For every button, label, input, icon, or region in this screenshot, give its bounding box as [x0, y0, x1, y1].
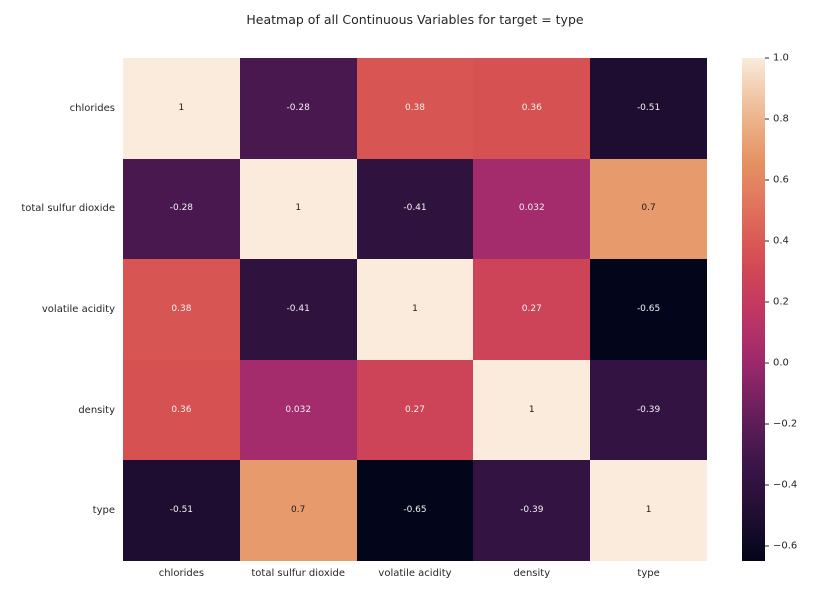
- cell-value: -0.39: [520, 505, 544, 516]
- x-axis-tick-label: density: [513, 568, 551, 579]
- heatmap-cell: -0.65: [356, 460, 474, 561]
- colorbar-tick: 1.0: [765, 53, 789, 64]
- cell-value: -0.28: [286, 102, 310, 113]
- cell-value: 0.38: [171, 303, 192, 314]
- cell-value: -0.41: [286, 303, 310, 314]
- row-labels: chlorides total sulfur dioxide volatile ac…: [0, 58, 115, 561]
- y-axis-tick-label: density: [78, 404, 115, 416]
- colorbar-tick-label: 0.4: [773, 235, 789, 247]
- heatmap-cell: 0.38: [123, 259, 240, 360]
- heatmap-cell: 0.032: [473, 158, 591, 260]
- cell-value: -0.65: [636, 303, 661, 314]
- heatmap-cell: -0.28: [239, 58, 357, 159]
- colorbar-tick: −0.4: [765, 479, 797, 490]
- heatmap-cell: 0.7: [239, 460, 357, 561]
- colorbar-tick: −0.6: [765, 540, 797, 551]
- colorbar-tick-label: 0.2: [773, 296, 789, 308]
- y-axis-tick-label: total sulfur dioxide: [21, 203, 115, 215]
- cell-value: 0.27: [521, 303, 542, 314]
- y-axis-tick-label: volatile acidity: [41, 303, 115, 315]
- colorbar-tick-mark: [765, 423, 769, 425]
- colorbar-tick: 0.4: [765, 235, 789, 246]
- colorbar-tick-label: 0.0: [773, 357, 789, 369]
- colorbar-tick: −0.2: [765, 418, 797, 429]
- cell-value: 0.032: [285, 404, 312, 415]
- cell-value: -0.65: [403, 505, 427, 516]
- cell-value: 0.36: [521, 102, 542, 113]
- colorbar-tick-mark: [765, 118, 769, 120]
- colorbar-tick-label: −0.4: [773, 479, 798, 491]
- colorbar-tick-label: −0.6: [773, 540, 798, 552]
- cell-value: 1: [295, 203, 302, 214]
- colorbar-tick-label: 0.8: [773, 113, 789, 125]
- cell-value: 0.032: [518, 203, 545, 214]
- heatmap-cell: 0.27: [356, 359, 474, 461]
- x-axis-tick-label: total sulfur dioxide: [251, 568, 346, 579]
- colorbar-tick: 0.8: [765, 113, 789, 124]
- heatmap-cell: 0.032: [239, 359, 357, 461]
- heatmap-cell: 0.38: [356, 58, 474, 159]
- heatmap-cell: 1: [473, 359, 591, 461]
- cell-value: 0.7: [641, 203, 656, 214]
- colorbar-tick-mark: [765, 57, 769, 59]
- cell-value: -0.51: [636, 102, 661, 113]
- colorbar-tick-mark: [765, 484, 769, 486]
- colorbar-tick-label: 0.6: [773, 174, 789, 186]
- heatmap-cell: -0.39: [473, 460, 591, 561]
- heatmap-cell: -0.51: [123, 460, 240, 561]
- colorbar-tick: 0.2: [765, 296, 789, 307]
- heatmap-cell: 1: [239, 158, 357, 260]
- cell-value: 0.36: [171, 404, 192, 415]
- colorbar-tick-label: −0.2: [773, 418, 798, 430]
- colorbar-tick: 0.6: [765, 174, 789, 185]
- heatmap-cell: -0.41: [239, 259, 357, 360]
- x-axis-tick-label: chlorides: [158, 568, 205, 579]
- colorbar-tick-mark: [765, 179, 769, 181]
- heatmap-cell: -0.51: [590, 58, 707, 159]
- colorbar-gradient: [742, 58, 765, 561]
- cell-value: -0.41: [403, 203, 427, 214]
- y-axis-tick-label: type: [92, 505, 115, 517]
- chart-title: Heatmap of all Continuous Variables for …: [246, 12, 584, 27]
- cell-value: 1: [645, 505, 652, 516]
- colorbar-tick-mark: [765, 301, 769, 303]
- heatmap-cell: -0.39: [590, 359, 707, 461]
- colorbar-ticks: 1.0 0.8 0.6 0.4 0.2 0.0 −0.2 −0.4 −0.6: [765, 53, 824, 561]
- heatmap-cell: 0.36: [473, 58, 591, 159]
- cell-value: 1: [412, 303, 418, 314]
- col-labels: chlorides total sulfur dioxide volatile ac…: [123, 568, 707, 579]
- y-axis-tick-label: chlorides: [69, 102, 115, 114]
- heatmap-grid: 1 -0.28 0.38 0.36 -0.51 -0.28 1 -0.41 0.032 0.7 0.…: [123, 58, 707, 561]
- colorbar-tick-mark: [765, 545, 769, 547]
- heatmap-cell: 0.7: [590, 158, 707, 260]
- cell-value: 1: [178, 102, 185, 113]
- cell-value: 0.7: [291, 505, 306, 516]
- colorbar-tick: 0.0: [765, 357, 789, 368]
- heatmap-cell: 1: [590, 460, 707, 561]
- heatmap-cell: 1: [356, 259, 474, 360]
- heatmap-cell: 1: [123, 58, 240, 159]
- heatmap-cell: 0.36: [123, 359, 240, 461]
- colorbar-tick-mark: [765, 362, 769, 364]
- x-axis-tick-label: volatile acidity: [378, 568, 452, 579]
- colorbar-tick-mark: [765, 240, 769, 242]
- cell-value: -0.39: [636, 404, 661, 415]
- cell-value: 0.38: [404, 102, 426, 113]
- heatmap-cell: -0.28: [123, 158, 240, 260]
- cell-value: 0.27: [404, 404, 426, 415]
- cell-value: 1: [528, 404, 535, 415]
- heatmap-cell: -0.65: [590, 259, 707, 360]
- heatmap-cell: 0.27: [473, 259, 591, 360]
- cell-value: -0.51: [169, 505, 194, 516]
- colorbar-tick-label: 1.0: [773, 52, 789, 64]
- cell-value: -0.28: [169, 203, 194, 214]
- x-axis-tick-label: type: [637, 568, 660, 579]
- heatmap-cell: -0.41: [356, 158, 474, 260]
